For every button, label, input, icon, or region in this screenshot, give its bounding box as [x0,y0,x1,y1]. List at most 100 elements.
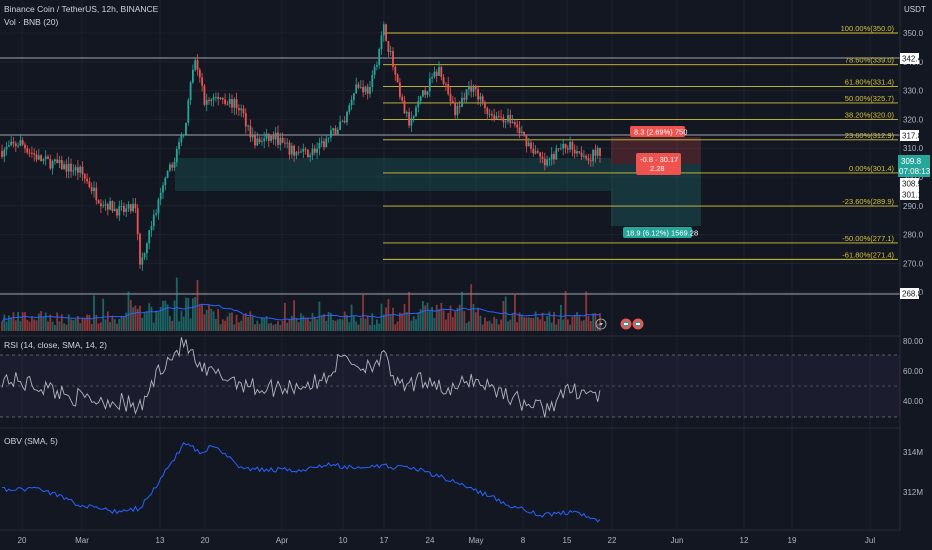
position-summary[interactable]: -0.8 · 30.17 2.28 [636,153,681,175]
candle-body [514,121,516,125]
volume-bar [399,312,401,331]
time-tick: 20 [201,536,210,545]
volume-bar [550,322,553,331]
volume-bar [79,323,82,331]
candle-body [26,148,29,153]
earnings-icon[interactable] [620,318,632,330]
volume-bar [511,313,514,331]
candle-body [339,121,341,130]
lightning-icon[interactable] [595,318,607,330]
volume-bar [120,316,123,331]
volume-bar [323,314,325,331]
candle-body [47,156,49,160]
volume-bar [520,315,523,331]
candle-body [166,170,169,178]
candle-body [286,142,289,144]
price-badge-268: 268.8 [900,288,923,299]
earnings-icon[interactable] [632,318,644,330]
candle-body [438,67,440,76]
volume-bar [270,323,272,331]
volume-bar [394,324,397,331]
candle-body [488,113,491,115]
candle-body [516,124,519,128]
volume-bar [198,304,201,331]
candle-body [546,159,548,166]
volume-bar [72,320,75,331]
volume-bar [247,317,249,331]
volume-bar [458,304,461,331]
fib-level-label: 78.60%(339.0) [845,56,895,65]
volume-bar [537,317,539,331]
candle-body [585,155,588,159]
volume-bar [300,313,302,331]
candle-body [10,141,13,146]
volume-bar [569,324,571,331]
obv-legend[interactable]: OBV (SMA, 5) [4,436,58,446]
candle-body [279,137,282,145]
candle-body [493,115,496,119]
candle-body [217,97,220,99]
volume-bar [83,317,86,331]
volume-bar [166,304,169,331]
fib-level-label: 61.80%(331.4) [845,78,895,87]
candle-body [281,137,284,143]
volume-bar [412,316,415,331]
candle-body [336,129,339,136]
volume-bar [327,312,330,331]
candle-body [169,164,171,171]
volume-bar [583,320,585,331]
candle-body [198,69,201,78]
volume-bar [461,291,463,331]
volume-bar [497,324,500,331]
candle-body [238,108,240,111]
candle-body [408,112,410,126]
volume-bar [127,291,130,331]
volume-bar [546,315,548,331]
symbol-title[interactable]: Binance Coin / TetherUS, 12h, BINANCE [4,4,159,14]
volume-bar [189,318,192,331]
volume-bar [60,314,63,331]
candle-body [346,111,348,123]
candle-body [569,141,571,150]
rsi-legend[interactable]: RSI (14, close, SMA, 14, 2) [4,340,107,350]
candle-body [49,159,52,169]
candle-body [79,166,82,173]
candle-body [235,99,238,109]
volume-legend[interactable]: Vol · BNB (20) [4,17,58,27]
time-tick: 20 [18,536,27,545]
candle-body [364,86,367,93]
candle-body [332,128,335,131]
volume-bar [132,307,134,331]
candle-body [385,24,387,42]
candle-body [355,84,358,94]
volume-bar [576,312,578,331]
volume-bar [70,319,72,331]
candle-body [111,200,114,211]
price-tick: 310.0 [903,144,924,153]
volume-bar [157,311,160,331]
price-tick: 300.0 [903,173,924,182]
volume-bar [81,318,84,331]
target-label[interactable]: 18.9 (6.12%) 1569.28 [623,227,698,238]
volume-bar [3,314,6,331]
volume-bar [424,305,427,331]
volume-bar [334,320,337,331]
volume-bar [553,312,555,331]
rsi-line [1,337,601,418]
candle-body [129,204,132,212]
candle-body [527,142,530,147]
volume-bar [8,315,10,331]
time-axis[interactable]: 20 Mar 13 20 Apr 10 17 24 May 8 15 22 Jun 12 19 Jul [18,536,876,545]
candle-body [376,65,378,67]
volume-bar [208,305,210,331]
candle-body [564,143,567,149]
volume-bar [585,291,588,331]
volume-bar [47,321,49,331]
volume-bar [566,319,569,331]
candle-body [65,164,68,172]
candle-body [233,99,236,108]
stop-label[interactable]: 8.3 (2.69%) 750 [630,126,687,137]
volume-bar [162,300,164,331]
candle-body [468,86,470,90]
